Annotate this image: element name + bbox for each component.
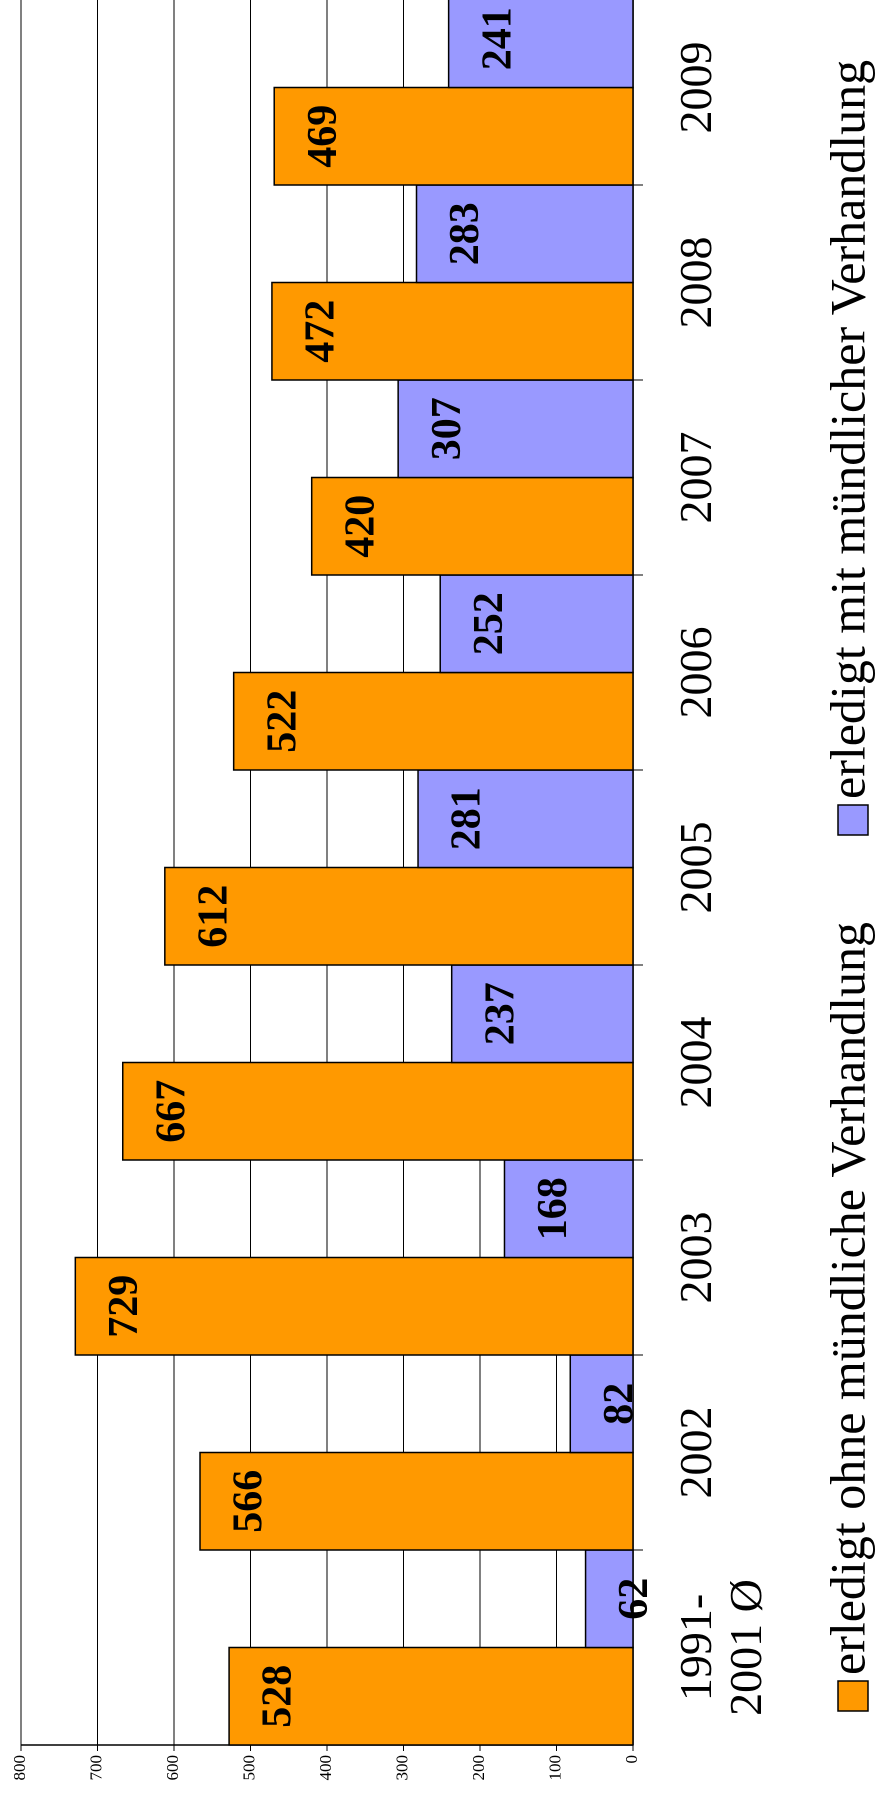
legend-swatch	[837, 1680, 869, 1712]
x-tick-label-box: 2008	[671, 236, 721, 329]
x-tick-label-box: 2006	[671, 626, 721, 719]
x-tick-label: 1991- 2001 Ø	[671, 1579, 771, 1716]
value-label: 307	[424, 397, 470, 460]
y-tick-label: 300	[392, 1755, 411, 1781]
x-tick-label-box: 2002	[671, 1406, 721, 1499]
y-tick-label: 0	[622, 1755, 641, 1764]
value-label: 82	[596, 1383, 642, 1425]
rotated-chart: 0 100 200 300 400 500 600 700 800 1991- 2001 Ø 528…	[10, 0, 875, 1781]
value-label: 566	[226, 1470, 272, 1533]
bar	[232, 671, 634, 771]
y-tick-label: 800	[10, 1755, 29, 1781]
value-label: 62	[611, 1578, 657, 1620]
value-label: 522	[259, 690, 305, 753]
x-tick-label: 2006	[671, 626, 721, 719]
y-tick-label: 100	[545, 1755, 564, 1781]
value-label: 237	[477, 982, 523, 1045]
value-label: 469	[300, 105, 346, 168]
y-tick-label: 700	[86, 1755, 105, 1781]
x-tick-label-box: 1991- 2001 Ø	[671, 1579, 771, 1716]
value-label: 667	[148, 1080, 194, 1143]
legend-label: erledigt mit mündlicher Verhandlung	[819, 60, 875, 799]
x-tick-label: 2009	[671, 41, 721, 134]
legend-swatch	[837, 804, 869, 836]
value-label: 281	[444, 787, 490, 850]
x-tick-label-box: 2005	[671, 821, 721, 914]
y-tick-label: 500	[239, 1755, 258, 1781]
x-tick-label-box: 2003	[671, 1211, 721, 1304]
value-label: 252	[466, 592, 512, 655]
value-label: 241	[474, 7, 520, 70]
legend-label: erledigt ohne mündliche Verhandlung	[819, 922, 875, 1675]
value-label: 420	[337, 495, 383, 558]
value-label: 168	[530, 1177, 576, 1240]
y-tick-label: 600	[163, 1755, 182, 1781]
value-label: 528	[255, 1665, 301, 1728]
x-tick-label: 2003	[671, 1211, 721, 1304]
value-label: 472	[298, 300, 344, 363]
x-tick-label: 2005	[671, 821, 721, 914]
bar	[447, 0, 634, 89]
x-tick-label: 2002	[671, 1406, 721, 1499]
bar	[121, 1061, 634, 1161]
bar	[74, 1256, 634, 1356]
x-tick-label: 2004	[671, 1016, 721, 1109]
y-tick-label: 200	[469, 1755, 488, 1781]
bar	[228, 1646, 634, 1746]
bar	[199, 1451, 634, 1551]
x-tick-label-box: 2007	[671, 431, 721, 524]
y-tick-label: 400	[316, 1755, 335, 1781]
x-tick-label-box: 2004	[671, 1016, 721, 1109]
x-tick-label: 2007	[671, 431, 721, 524]
value-label: 729	[101, 1275, 147, 1338]
x-tick-label-box: 2009	[671, 41, 721, 134]
x-tick-label: 2008	[671, 236, 721, 329]
bar	[164, 866, 634, 966]
value-label: 612	[190, 885, 236, 948]
value-label: 283	[442, 202, 488, 265]
